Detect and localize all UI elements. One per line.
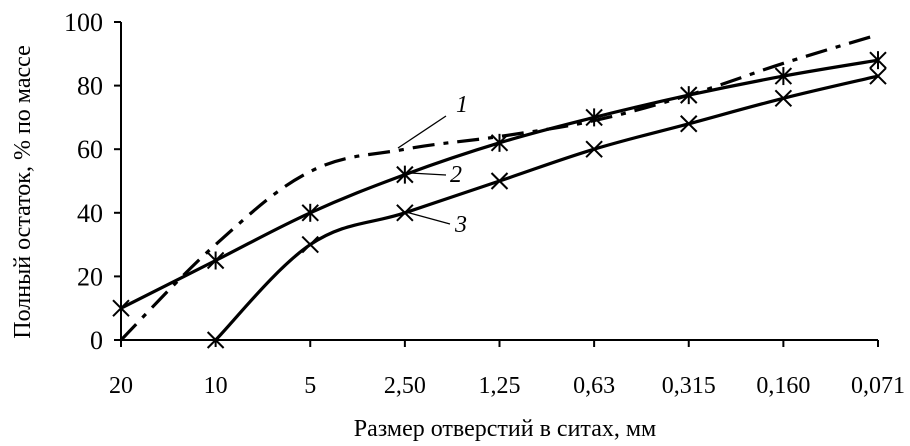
- data-point-3: [774, 89, 793, 108]
- x-tick-labels: 20 10 5 2,50 1,25 0,63 0,315 0,160 0,071: [109, 373, 905, 399]
- series-label-3: 3: [454, 212, 467, 238]
- x-tick-label: 0,071: [851, 373, 905, 399]
- y-tick-label: 80: [77, 72, 103, 101]
- series-labels: 1 2 3: [397, 92, 468, 238]
- leader-line-2: [409, 172, 447, 176]
- leader-line-1: [397, 115, 447, 149]
- data-point-2: [680, 86, 698, 105]
- data-point-2: [869, 51, 887, 70]
- data-point-3: [869, 67, 887, 85]
- series-label-2: 2: [450, 162, 462, 188]
- data-point-2: [206, 251, 225, 270]
- y-tick-label: 100: [64, 8, 103, 37]
- series-label-1: 1: [456, 92, 468, 118]
- series-2: [112, 51, 887, 318]
- leader-line-3: [405, 211, 451, 225]
- series-line-2: [120, 58, 879, 310]
- data-point-3: [585, 140, 603, 158]
- data-point-3: [206, 331, 225, 349]
- y-axis-title: Полный остаток, % по массе: [10, 45, 36, 338]
- data-point-3: [301, 235, 319, 254]
- series-1: [119, 33, 879, 342]
- x-tick-label: 10: [204, 373, 228, 399]
- data-point-2: [396, 165, 414, 184]
- series-3: [206, 67, 887, 349]
- x-tick-label: 2,50: [384, 373, 426, 399]
- axes: [114, 21, 879, 347]
- y-tick-labels: 0 20 40 60 80 100: [64, 8, 103, 355]
- x-tick-label: 5: [304, 373, 316, 399]
- data-point-2: [301, 203, 319, 222]
- x-tick-label: 0,160: [756, 373, 810, 399]
- data-point-3: [680, 115, 698, 133]
- x-tick-label: 0,315: [662, 373, 716, 399]
- y-tick-label: 40: [77, 199, 103, 228]
- x-tick-label: 1,25: [479, 373, 521, 399]
- series-line-1: [119, 33, 879, 342]
- data-point-2: [490, 133, 509, 152]
- x-tick-label: 20: [109, 373, 133, 399]
- data-point-2: [112, 299, 130, 318]
- data-point-3: [490, 172, 509, 190]
- x-axis-title: Размер отверстий в ситах, мм: [354, 416, 656, 442]
- y-tick-label: 60: [77, 135, 103, 164]
- y-tick-label: 20: [77, 262, 103, 291]
- y-tick-label: 0: [90, 326, 103, 355]
- data-point-2: [774, 67, 793, 86]
- data-point-2: [585, 108, 603, 127]
- series-layer: [112, 33, 887, 349]
- data-point-3: [396, 204, 414, 222]
- x-tick-label: 0,63: [573, 373, 615, 399]
